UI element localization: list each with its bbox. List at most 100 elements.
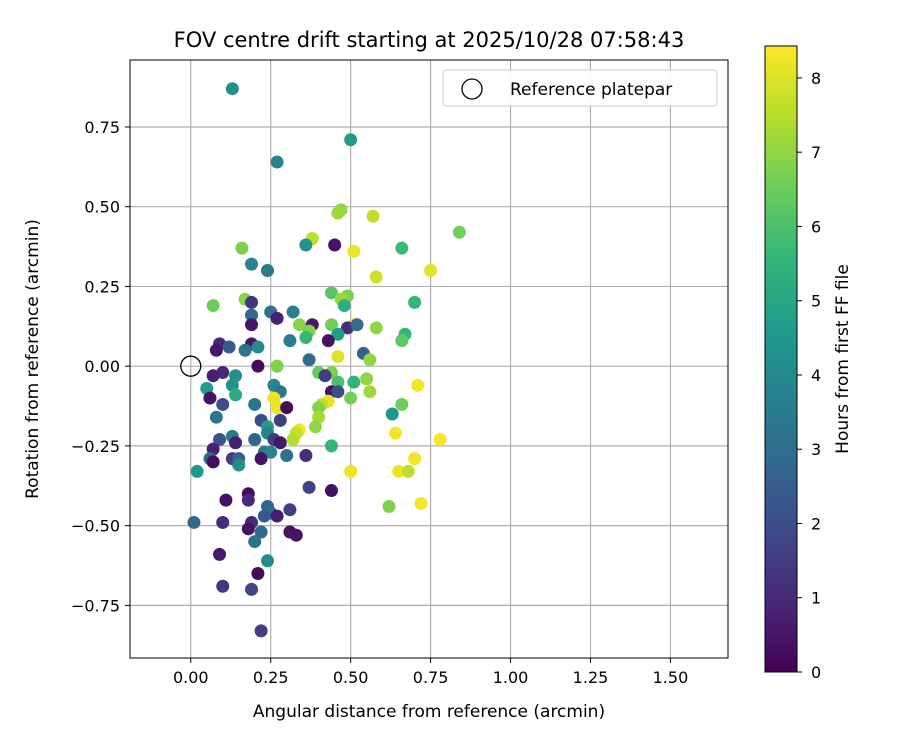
data-point: [292, 318, 306, 332]
data-point: [331, 206, 345, 220]
legend-box: [442, 69, 718, 107]
data-point: [395, 397, 409, 411]
x-tick-label: 1.50: [653, 668, 689, 687]
data-point: [245, 308, 259, 322]
data-point: [280, 401, 294, 415]
data-point: [283, 334, 297, 348]
data-point: [248, 535, 262, 549]
colorbar: 0 1 2 3 4 5 6 7 8 Hours from first FF file: [764, 45, 853, 682]
x-tick-label: 0.00: [173, 668, 209, 687]
data-point: [302, 480, 316, 494]
data-point: [324, 484, 338, 498]
x-axis-ticks: 0.00 0.25 0.50 0.75 1.00 1.25 1.50: [173, 658, 688, 687]
data-point: [347, 375, 361, 389]
data-point: [229, 388, 243, 402]
data-point: [232, 458, 246, 472]
data-point: [302, 353, 316, 367]
data-point: [331, 327, 345, 341]
data-point: [360, 372, 374, 386]
colorbar-ticks: 0 1 2 3 4 5 6 7 8: [797, 69, 821, 682]
data-point: [206, 455, 220, 469]
data-point: [257, 509, 271, 523]
data-point: [245, 318, 259, 332]
x-tick-label: 0.25: [253, 668, 289, 687]
data-point: [209, 343, 223, 357]
data-point: [270, 401, 284, 415]
data-point: [241, 522, 255, 536]
data-point: [273, 436, 287, 450]
data-point: [312, 401, 326, 415]
y-tick-label: 0.75: [84, 118, 120, 137]
colorbar-tick-label: 0: [811, 663, 821, 682]
colorbar-tick-label: 4: [811, 366, 821, 385]
data-point: [328, 238, 342, 252]
data-point: [270, 359, 284, 373]
data-point: [289, 528, 303, 542]
data-point: [337, 299, 351, 313]
data-point: [270, 311, 284, 325]
colorbar-tick-label: 5: [811, 292, 821, 311]
data-point: [331, 385, 345, 399]
data-point: [270, 509, 284, 523]
reference-platepar-point: [180, 355, 202, 377]
data-point: [401, 464, 415, 478]
data-point: [261, 554, 275, 568]
data-point: [299, 238, 313, 252]
data-point: [248, 433, 262, 447]
x-axis-label: Angular distance from reference (arcmin): [253, 702, 605, 722]
data-point: [241, 493, 255, 507]
data-point: [324, 318, 338, 332]
data-point: [213, 433, 227, 447]
data-point: [245, 257, 259, 271]
chart-title: FOV centre drift starting at 2025/10/28 …: [174, 28, 685, 52]
data-point: [324, 439, 338, 453]
data-point: [245, 295, 259, 309]
data-point: [408, 295, 422, 309]
legend-marker-reference: [461, 78, 483, 100]
data-point: [286, 305, 300, 319]
data-point: [395, 334, 409, 348]
data-point: [433, 433, 447, 447]
reference-marker: [180, 355, 202, 377]
colorbar-tick-label: 6: [811, 217, 821, 236]
grid-lines: [130, 60, 728, 658]
y-tick-label: −0.75: [71, 596, 120, 615]
data-point: [363, 385, 377, 399]
data-point: [206, 299, 220, 313]
data-point: [414, 496, 428, 510]
data-point: [382, 500, 396, 514]
colorbar-label: Hours from first FF file: [833, 264, 853, 454]
data-point: [350, 318, 364, 332]
data-point: [299, 330, 313, 344]
plot-frame: [129, 59, 729, 659]
legend: Reference platepar: [442, 69, 718, 107]
data-point: [385, 407, 399, 421]
colorbar-gradient: [764, 45, 798, 673]
data-point: [238, 343, 252, 357]
data-point: [424, 263, 438, 277]
data-point: [331, 375, 345, 389]
data-point: [369, 270, 383, 284]
data-point: [280, 448, 294, 462]
data-point: [299, 448, 313, 462]
data-point: [452, 225, 466, 239]
data-point: [206, 369, 220, 383]
y-axis-label: Rotation from reference (arcmin): [23, 219, 43, 499]
data-point: [366, 209, 380, 223]
y-tick-label: 0.50: [84, 198, 120, 217]
data-point: [229, 436, 243, 450]
data-point: [251, 359, 265, 373]
data-point: [245, 582, 259, 596]
data-point: [216, 397, 230, 411]
y-tick-label: −0.50: [71, 517, 120, 536]
data-point: [321, 334, 335, 348]
data-point: [369, 321, 383, 335]
data-point: [331, 350, 345, 364]
y-tick-label: 0.25: [84, 277, 120, 296]
data-point: [225, 82, 239, 96]
y-tick-label: −0.25: [71, 437, 120, 456]
colorbar-tick-label: 1: [811, 589, 821, 608]
data-point: [411, 378, 425, 392]
data-point: [261, 263, 275, 277]
